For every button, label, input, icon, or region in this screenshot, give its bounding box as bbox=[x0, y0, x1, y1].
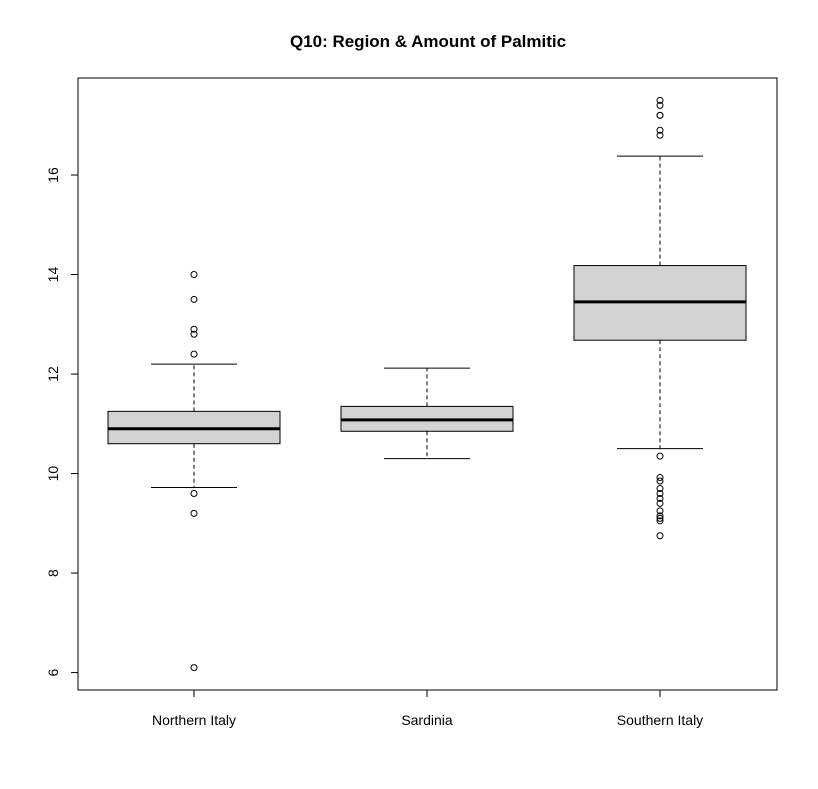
outlier-point bbox=[656, 477, 664, 485]
y-tick-label: 6 bbox=[45, 668, 61, 676]
outlier-point bbox=[656, 111, 664, 119]
chart-title: Q10: Region & Amount of Palmitic bbox=[290, 32, 566, 51]
x-tick-label: Sardinia bbox=[401, 712, 453, 728]
outlier-point bbox=[656, 484, 664, 492]
y-tick-label: 14 bbox=[45, 267, 61, 283]
outlier-point bbox=[656, 474, 664, 482]
box-sardinia bbox=[340, 367, 514, 460]
outlier-point bbox=[656, 532, 664, 540]
outlier-point bbox=[190, 489, 198, 497]
x-tick-label: Northern Italy bbox=[152, 712, 236, 728]
outlier-point bbox=[190, 325, 198, 333]
x-tick-label: Southern Italy bbox=[617, 712, 703, 728]
y-axis: 6 8 10 12 14 16 bbox=[45, 167, 78, 676]
outlier-point bbox=[656, 126, 664, 134]
outlier-point bbox=[656, 101, 664, 109]
outlier-point bbox=[190, 271, 198, 279]
y-tick-label: 16 bbox=[45, 167, 61, 183]
y-tick-label: 8 bbox=[45, 569, 61, 577]
box-group bbox=[107, 96, 747, 672]
box-southern-italy bbox=[573, 96, 747, 540]
outlier-point bbox=[190, 350, 198, 358]
outlier-point bbox=[656, 499, 664, 507]
outlier-point bbox=[656, 517, 664, 525]
outlier-point bbox=[190, 509, 198, 517]
outlier-point bbox=[656, 96, 664, 104]
outlier-point bbox=[656, 489, 664, 497]
outlier-point bbox=[656, 131, 664, 139]
box-northern-italy bbox=[107, 271, 281, 672]
outlier-point bbox=[656, 507, 664, 515]
outlier-point bbox=[656, 452, 664, 460]
outlier-point bbox=[656, 514, 664, 522]
outlier-point bbox=[656, 512, 664, 520]
outlier-point bbox=[190, 295, 198, 303]
outlier-point bbox=[656, 494, 664, 502]
x-axis: Northern Italy Sardinia Southern Italy bbox=[152, 690, 703, 728]
outlier-point bbox=[190, 664, 198, 672]
y-tick-label: 12 bbox=[45, 366, 61, 382]
outlier-point bbox=[190, 330, 198, 338]
y-tick-label: 10 bbox=[45, 466, 61, 482]
